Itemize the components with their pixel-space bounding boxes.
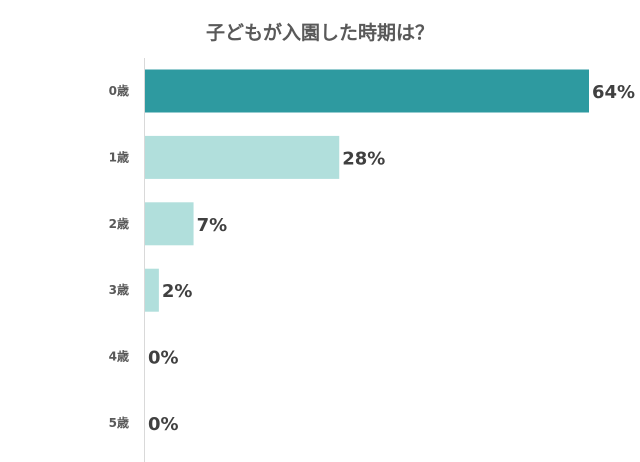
category-label: 0歳 <box>109 83 129 98</box>
bar <box>145 268 159 312</box>
category-labels: 0歳 1歳 2歳 3歳 4歳 5歳 <box>109 83 129 430</box>
value-label: 0% <box>148 348 179 369</box>
category-label: 2歳 <box>109 216 129 231</box>
value-label: 0% <box>148 414 179 435</box>
chart-title: 子どもが入園した時期は？ <box>206 21 434 44</box>
category-label: 1歳 <box>109 149 129 164</box>
bar <box>145 135 340 179</box>
value-label: 7% <box>197 215 228 236</box>
bars <box>145 69 589 312</box>
value-labels: 64% 28% 7% 2% 0% 0% <box>148 82 635 435</box>
value-label: 64% <box>592 82 635 103</box>
value-label: 2% <box>162 281 193 302</box>
category-label: 4歳 <box>109 349 129 364</box>
bar <box>145 202 194 246</box>
value-label: 28% <box>342 148 385 169</box>
bar <box>145 69 589 113</box>
category-label: 5歳 <box>109 415 129 430</box>
category-label: 3歳 <box>109 282 129 297</box>
